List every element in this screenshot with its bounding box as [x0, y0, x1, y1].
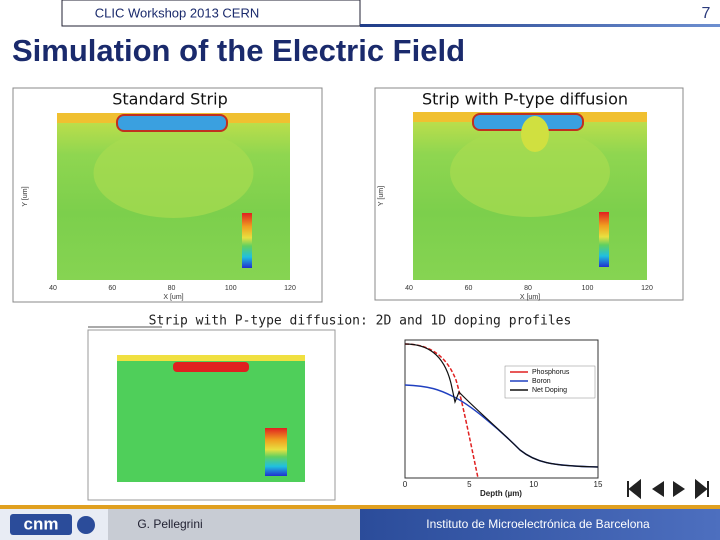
panel-caption: Strip with P-type diffusion	[422, 90, 628, 109]
legend-label: Boron	[532, 378, 551, 385]
x-tick-label: 5	[467, 480, 472, 489]
nav-first[interactable]	[627, 478, 641, 500]
x-tick-label: 100	[582, 285, 594, 292]
color-bar	[265, 428, 287, 476]
x-tick-label: 10	[529, 480, 538, 489]
doping-2d	[87, 329, 336, 501]
logo-badge	[10, 514, 72, 535]
implant	[173, 362, 249, 372]
p-diffusion	[521, 116, 549, 152]
footer-rule	[0, 505, 720, 509]
color-bar	[242, 213, 252, 268]
legend-label: Net Doping	[532, 387, 567, 394]
x-axis-label: Depth (µm)	[480, 489, 522, 498]
x-axis-label: X [um]	[520, 294, 540, 301]
x-tick-label: 60	[108, 285, 116, 292]
author-box	[108, 509, 360, 540]
x-tick-label: 120	[284, 285, 296, 292]
legend: Phosphorus Boron Net Doping	[510, 369, 570, 394]
plot-frame	[404, 339, 599, 479]
y-axis-label: Y [um]	[378, 186, 385, 206]
x-tick-label: 80	[524, 285, 532, 292]
surface-layer	[117, 355, 305, 361]
x-tick-label: 15	[594, 480, 603, 489]
x-tick-label: 100	[225, 285, 237, 292]
page-number: 7	[702, 5, 711, 22]
implant	[116, 114, 228, 132]
institute-box	[360, 509, 720, 540]
panels: Standard Strip 40 60 80 100 120 X [um] Y [um] St…	[12, 87, 684, 303]
x-ticks: 0 5 10 15	[403, 480, 603, 489]
event-name: CLIC Workshop 2013 CERN	[95, 5, 260, 20]
header-rule	[360, 24, 720, 27]
bottom-caption: Strip with P-type diffusion: 2D and 1D d…	[149, 314, 572, 329]
logo-text: cnm	[24, 514, 59, 533]
field-bulge	[93, 128, 254, 218]
author: G. Pellegrini	[137, 517, 202, 531]
nav-prev[interactable]	[652, 481, 664, 497]
caption-bg	[92, 89, 248, 111]
logo-globe	[77, 516, 95, 534]
caption-bg	[385, 89, 665, 111]
panel-caption: Standard Strip	[112, 90, 227, 109]
field-bulge	[450, 127, 610, 217]
x-tick-label: 40	[49, 285, 57, 292]
x-axis-label: X [um]	[163, 294, 183, 301]
institute: Instituto de Microelectrónica de Barcelo…	[426, 517, 650, 531]
x-tick-label: 120	[641, 285, 653, 292]
slide-title: Simulation of the Electric Field	[12, 33, 465, 68]
legend-label: Phosphorus	[532, 369, 570, 376]
net-curve	[404, 343, 599, 468]
y-axis-label: Y [um]	[22, 186, 29, 206]
navigation	[627, 478, 709, 500]
nav-last[interactable]	[695, 478, 709, 500]
nav-next[interactable]	[673, 481, 685, 497]
doping-1d: Phosphorus Boron Net Doping 0 5 10 15 Depth (…	[403, 339, 603, 498]
x-tick-label: 80	[168, 285, 176, 292]
header-box	[61, 0, 361, 27]
x-tick-label: 40	[405, 285, 413, 292]
x-tick-label: 60	[465, 285, 473, 292]
x-tick-label: 0	[403, 480, 408, 489]
color-bar	[599, 212, 609, 267]
